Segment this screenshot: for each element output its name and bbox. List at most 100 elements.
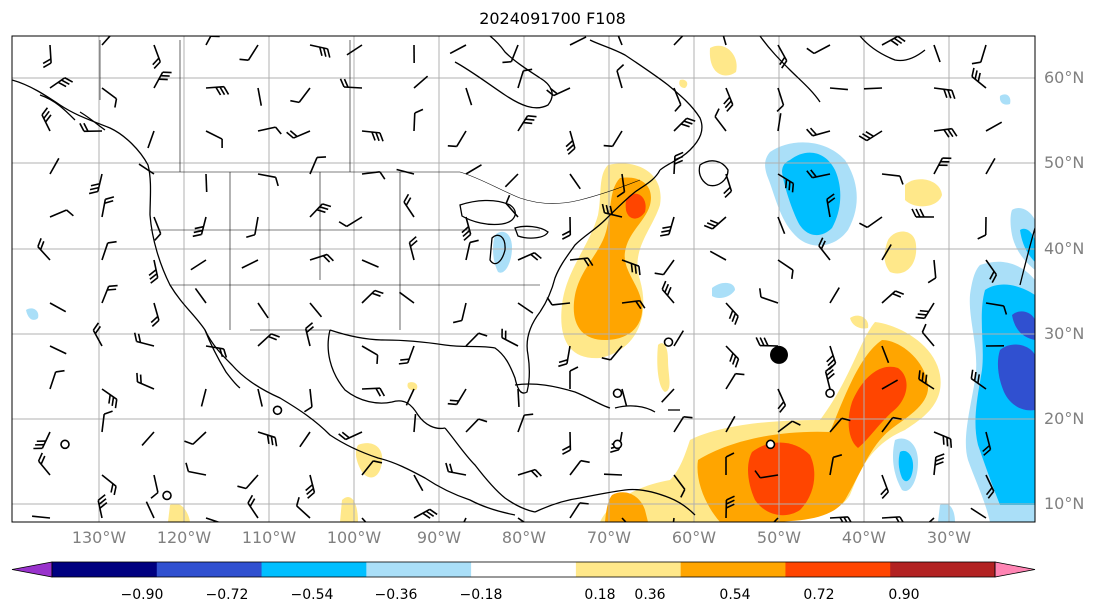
wind-barb <box>101 474 117 496</box>
wind-barb <box>257 126 282 135</box>
wind-barb <box>200 388 207 407</box>
shade-light-blue <box>712 282 735 298</box>
lat-label-20n: 20°N <box>1044 409 1085 428</box>
lon-label-60w: 60°W <box>671 528 717 547</box>
wind-barb <box>985 474 995 499</box>
wind-barb <box>205 517 224 522</box>
colorbar-segment <box>785 562 891 577</box>
wind-barb <box>517 388 520 408</box>
wind-barb <box>977 216 987 240</box>
shade-light-yellow <box>407 382 418 391</box>
colorbar-segment <box>366 562 472 577</box>
lat-label-50n: 50°N <box>1044 153 1085 172</box>
calm-wind-circle <box>765 439 776 450</box>
wind-barb <box>309 253 334 263</box>
lon-label-40w: 40°W <box>841 528 887 547</box>
storm-marker-layer <box>770 345 788 364</box>
wind-barb <box>971 67 987 89</box>
wind-barb <box>504 173 519 188</box>
wind-barb <box>257 431 278 447</box>
wind-barb <box>153 216 162 241</box>
wind-barb <box>829 417 851 433</box>
wind-barb <box>101 410 113 433</box>
wind-barb <box>37 238 51 261</box>
wind-barb <box>621 299 646 310</box>
wind-barb <box>147 130 155 149</box>
lon-label-50w: 50°W <box>756 528 802 547</box>
wind-barb <box>777 388 787 413</box>
colorbar-tick-label: 0.54 <box>719 587 751 603</box>
wind-barb <box>661 388 675 403</box>
wind-barb <box>79 122 103 133</box>
wind-barb <box>985 302 1008 315</box>
calm-wind-circle <box>60 439 70 450</box>
wind-barb <box>881 516 906 522</box>
wind-barb <box>184 431 207 446</box>
wind-barb <box>777 44 788 69</box>
wind-barb <box>505 194 519 218</box>
wind-barb <box>88 173 103 195</box>
wind-barb <box>670 517 675 522</box>
calm-wind-circle <box>162 490 172 501</box>
wind-barb <box>447 388 467 406</box>
map-frame <box>11 35 1036 523</box>
wind-barb <box>413 508 438 519</box>
wind-barb <box>933 157 952 175</box>
colorbar-tick-label: −0.36 <box>374 587 418 603</box>
wind-barb <box>361 130 384 142</box>
wind-barb <box>205 345 228 358</box>
wind-barb <box>257 173 279 187</box>
map-title: 2024091700 F108 <box>479 9 626 28</box>
wind-barb <box>985 121 1003 132</box>
wind-barb <box>723 87 734 112</box>
political-boundaries <box>99 40 641 331</box>
wind-barb <box>152 44 162 69</box>
wind-barb <box>970 369 987 390</box>
colorbar-segment <box>156 562 263 577</box>
wind-barb <box>405 388 415 406</box>
lon-label-100w: 100°W <box>326 528 382 547</box>
wind-barb <box>806 127 831 137</box>
colorbar-segment <box>575 562 682 577</box>
shade-light-blue <box>26 308 39 320</box>
wind-barb <box>562 431 572 455</box>
shade-red-orange <box>625 193 646 219</box>
wind-barb <box>150 474 159 499</box>
lon-label-130w: 130°W <box>71 528 127 547</box>
wind-barb <box>985 157 996 175</box>
shade-sky-blue <box>782 152 841 236</box>
wind-barb <box>709 250 727 261</box>
wind-barb <box>396 168 415 175</box>
colorbar-extend-max <box>994 561 1036 578</box>
shade-light-yellow <box>709 45 737 76</box>
calm-wind-circle <box>272 405 283 416</box>
wind-barb <box>673 87 682 112</box>
calm-wind-circle <box>825 388 835 399</box>
wind-barb <box>776 87 785 112</box>
wind-barb <box>920 517 935 522</box>
wind-barb <box>205 173 208 193</box>
wind-barb <box>777 173 795 193</box>
wind-barb <box>205 130 223 148</box>
colorbar-tick-label: 0.72 <box>803 587 835 603</box>
wind-barb <box>603 473 623 476</box>
wind-barb <box>881 345 890 364</box>
wind-barb <box>725 372 745 390</box>
wind-barb <box>303 388 313 413</box>
wind-barb <box>32 515 51 519</box>
wind-barb <box>457 517 467 522</box>
wind-barb <box>41 107 52 132</box>
wind-barb <box>569 459 590 476</box>
wind-barb <box>517 517 534 522</box>
wind-barb <box>138 163 155 175</box>
wind-barb <box>153 71 172 89</box>
wind-barb <box>764 517 779 522</box>
wind-barb <box>754 470 779 479</box>
wind-barb <box>408 236 418 261</box>
colorbar-tick-label: −0.54 <box>290 587 334 603</box>
wind-barb <box>565 130 576 155</box>
wind-barb <box>725 345 740 368</box>
wind-barb <box>621 259 641 276</box>
wind-barb <box>614 36 625 46</box>
wind-barb <box>616 64 625 89</box>
